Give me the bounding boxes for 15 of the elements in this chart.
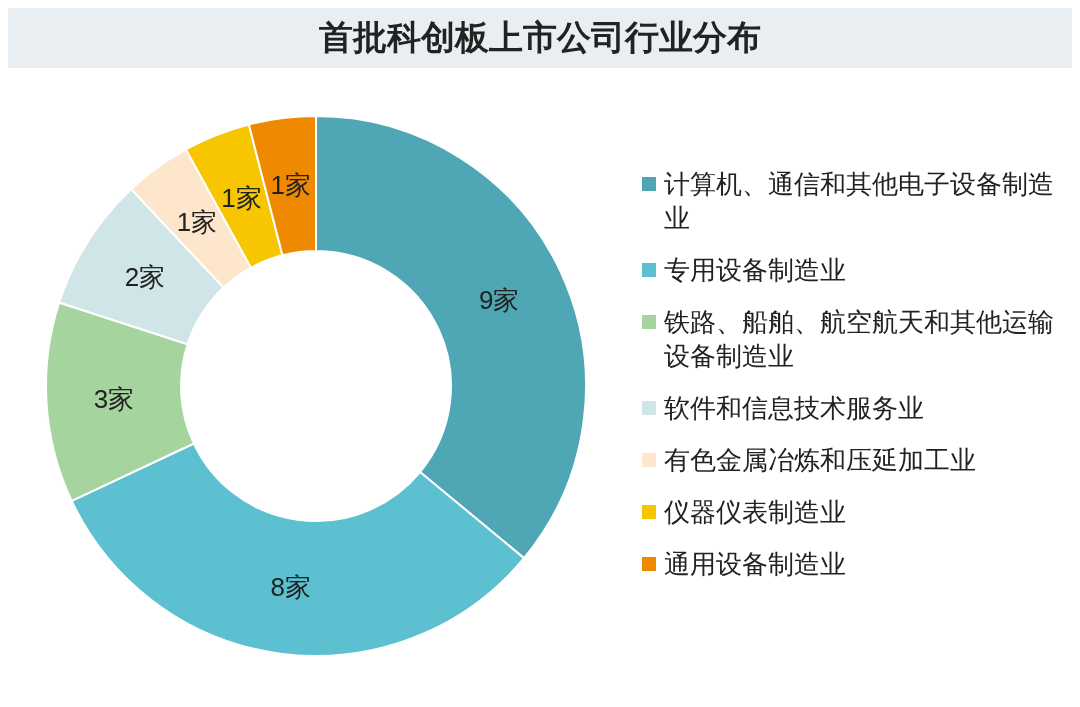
legend-label: 仪器仪表制造业 — [664, 496, 846, 529]
data-label: 9家 — [478, 284, 520, 315]
chart-title: 首批科创板上市公司行业分布 — [8, 8, 1072, 68]
data-label: 2家 — [124, 262, 166, 293]
data-label: 1家 — [176, 207, 218, 238]
legend-label: 铁路、船舶、航空航天和其他运输设备制造业 — [664, 306, 1055, 373]
legend-label: 计算机、通信和其他电子设备制造业 — [664, 168, 1055, 235]
data-label: 1家 — [221, 182, 262, 213]
legend-label: 有色金属冶炼和压延加工业 — [664, 444, 976, 477]
legend-label: 通用设备制造业 — [664, 548, 846, 581]
legend-label: 专用设备制造业 — [664, 254, 846, 287]
data-label: 1家 — [270, 170, 311, 201]
legend-label: 软件和信息技术服务业 — [664, 392, 924, 425]
data-label: 8家 — [270, 571, 311, 602]
data-label: 3家 — [93, 383, 135, 414]
